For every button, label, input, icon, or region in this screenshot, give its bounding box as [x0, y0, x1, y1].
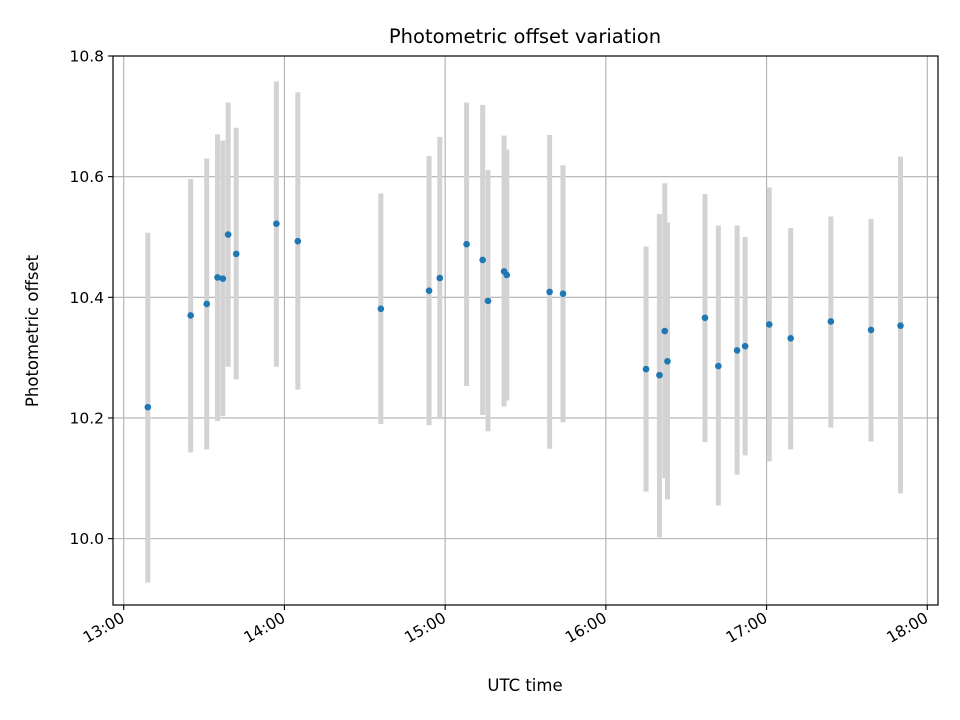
y-tick-label: 10.6	[69, 168, 104, 186]
data-point	[377, 305, 385, 313]
data-point	[144, 403, 152, 411]
data-point	[463, 240, 470, 248]
x-axis-title: UTC time	[487, 676, 562, 695]
data-point	[546, 288, 553, 296]
data-point	[656, 371, 663, 379]
data-point	[559, 290, 567, 297]
data-point	[214, 274, 221, 281]
chart-title: Photometric offset variation	[389, 25, 661, 48]
data-point	[661, 327, 669, 335]
data-point	[187, 312, 194, 319]
data-point	[867, 326, 875, 334]
data-point	[425, 287, 433, 294]
data-point	[765, 321, 773, 328]
y-tick-label: 10.8	[69, 48, 104, 66]
y-tick-label: 10.0	[69, 530, 104, 548]
data-point	[664, 357, 671, 365]
data-point	[224, 231, 232, 238]
plot-area-frame	[112, 55, 939, 606]
data-point	[503, 271, 511, 279]
y-axis: 10.0 10.2 10.4 10.6 10.8	[69, 48, 113, 548]
data-point	[787, 335, 794, 342]
data-point	[273, 220, 280, 228]
y-tick-label: 10.2	[69, 409, 104, 427]
data-point	[715, 362, 722, 370]
y-tick-label: 10.4	[69, 289, 104, 307]
data-point	[827, 318, 835, 325]
data-point	[436, 274, 444, 282]
data-point	[741, 342, 749, 350]
data-point	[642, 365, 650, 373]
data-point	[232, 250, 240, 258]
data-point	[897, 322, 904, 329]
data-point	[203, 300, 211, 308]
data-points	[144, 220, 904, 411]
data-point	[733, 347, 741, 354]
data-point	[701, 314, 709, 322]
data-point	[294, 237, 302, 245]
data-point	[219, 275, 227, 282]
y-axis-title: Photometric offset	[23, 254, 42, 407]
data-point	[479, 256, 486, 264]
data-point	[484, 297, 492, 305]
